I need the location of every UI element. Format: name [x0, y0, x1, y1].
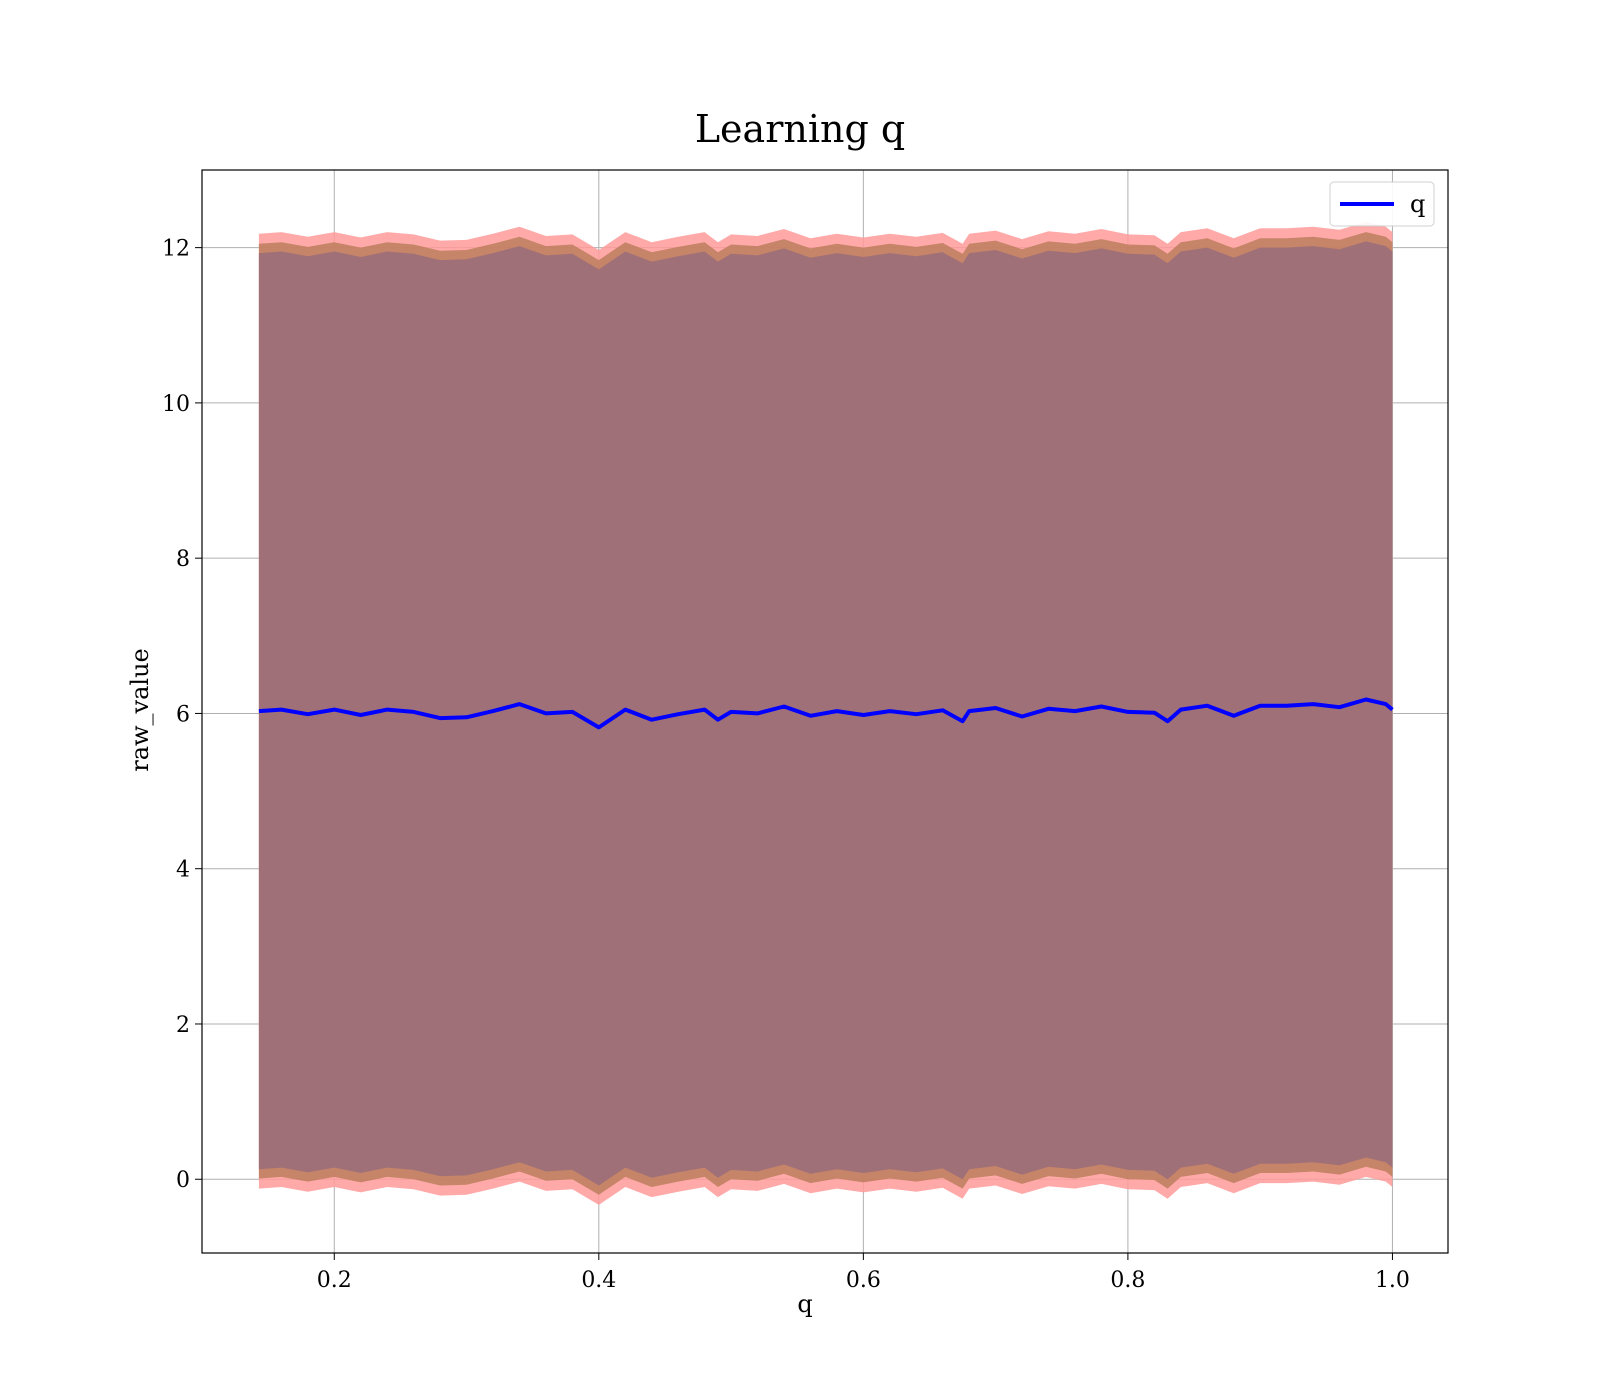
y-axis-ticks: 0 2 4 6 8 10 12: [162, 237, 202, 1193]
x-tick-label: 1.0: [1375, 1268, 1410, 1293]
x-tick-label: 0.4: [581, 1268, 616, 1293]
plot-area: [201, 169, 1449, 1254]
x-axis-ticks: 0.2 0.4 0.6 0.8 1.0: [317, 1253, 1410, 1293]
legend-label-q: q: [1410, 190, 1425, 218]
legend: q: [1329, 181, 1435, 227]
series-lines: [258, 697, 1394, 730]
x-tick-label: 0.6: [846, 1268, 881, 1293]
series-line-q: [258, 697, 1394, 730]
y-tick-label: 4: [176, 858, 190, 883]
y-axis-label: raw_value: [126, 648, 154, 772]
plot-frame: [201, 169, 1449, 1254]
y-tick-label: 8: [176, 547, 190, 572]
x-tick-label: 0.2: [317, 1268, 352, 1293]
y-tick-label: 0: [176, 1168, 190, 1193]
y-tick-label: 12: [162, 237, 190, 262]
chart-title: Learning q: [695, 107, 905, 151]
x-axis-label: q: [797, 1290, 812, 1318]
y-tick-label: 10: [162, 392, 190, 417]
x-tick-label: 0.8: [1110, 1268, 1145, 1293]
y-tick-label: 6: [176, 702, 190, 727]
y-tick-label: 2: [176, 1013, 190, 1038]
